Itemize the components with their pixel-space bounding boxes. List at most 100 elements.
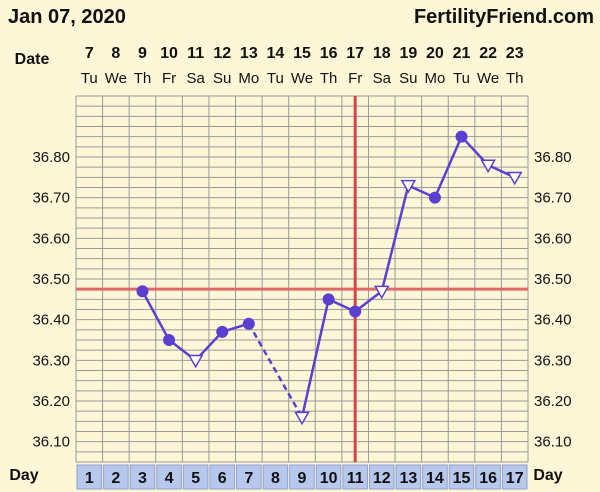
cycle-day-cell: [103, 464, 129, 490]
temp-point-circle: [136, 285, 149, 298]
cycle-day-label: 16: [479, 470, 497, 487]
cycle-day-cell: [368, 464, 395, 490]
temp-point-triangle: [400, 179, 417, 194]
weekday-label: Su: [213, 70, 231, 87]
date-label: 10: [160, 45, 178, 62]
weekday-label: Fr: [348, 70, 362, 87]
cycle-day-label: 15: [453, 470, 471, 487]
y-tick-label-right: 36.30: [534, 352, 572, 369]
cycle-day-cell: [448, 464, 475, 490]
y-tick-label-right: 36.60: [534, 230, 572, 247]
date-label: 9: [138, 45, 147, 62]
date-label: 12: [213, 45, 231, 62]
temp-point-circle: [428, 191, 441, 204]
cycle-day-cell: [76, 464, 103, 490]
date-label: 18: [373, 45, 391, 62]
cycle-day-label: 14: [426, 470, 444, 487]
temp-point-circle: [242, 317, 255, 330]
weekday-label: Th: [134, 70, 152, 87]
temp-point-triangle: [294, 411, 310, 426]
cycle-day-cell: [209, 464, 236, 490]
temp-point-circle: [322, 293, 335, 306]
cycle-day-cell: [236, 464, 262, 490]
y-tick-label-right: 36.70: [534, 190, 572, 207]
y-tick-label-left: 36.30: [32, 352, 70, 369]
temp-line-segment: [380, 185, 410, 292]
cycle-day-cell: [156, 464, 182, 490]
temp-point-triangle: [480, 159, 496, 174]
weekday-label: Fr: [162, 70, 176, 87]
weekday-label: Mo: [425, 70, 446, 87]
date-row-label: Date: [15, 51, 50, 68]
date-label: 14: [267, 45, 285, 62]
temp-point-triangle: [373, 285, 390, 300]
temp-line-segment: [141, 290, 171, 341]
weekday-label: Tu: [81, 70, 98, 87]
y-tick-label-left: 36.70: [32, 190, 70, 207]
date-label: 22: [479, 45, 497, 62]
temp-point-circle: [349, 305, 362, 318]
cycle-day-label: 8: [271, 470, 280, 487]
weekday-label: Sa: [186, 70, 205, 87]
chart-date: Jan 07, 2020: [8, 6, 126, 28]
cycle-day-label: 4: [165, 470, 174, 487]
temp-point-triangle: [187, 354, 204, 369]
cycle-day-cell: [422, 464, 448, 490]
weekday-label: Su: [399, 70, 417, 87]
weekday-label: Tu: [453, 70, 470, 87]
y-tick-label-right: 36.20: [534, 393, 572, 410]
cycle-day-label: 5: [191, 470, 200, 487]
weekday-label: Mo: [238, 70, 259, 87]
y-tick-label-left: 36.80: [32, 149, 70, 166]
day-row-label-right: Day: [533, 467, 562, 484]
cycle-day-label: 6: [218, 470, 227, 487]
date-label: 7: [85, 45, 94, 62]
cycle-day-cell: [315, 464, 342, 490]
temp-point-circle: [455, 130, 468, 143]
y-tick-label-right: 36.40: [534, 312, 572, 329]
cycle-day-label: 9: [298, 470, 307, 487]
temp-line-segment: [433, 136, 463, 199]
cycle-day-cell: [129, 464, 156, 490]
cycle-day-label: 13: [399, 470, 417, 487]
temp-line-segment-dashed: [247, 323, 304, 418]
date-label: 23: [506, 45, 524, 62]
cycle-day-label: 7: [244, 470, 253, 487]
cycle-day-cell: [262, 464, 289, 490]
temp-point-circle: [163, 334, 176, 346]
weekday-label: Th: [320, 70, 338, 87]
weekday-label: Tu: [267, 70, 284, 87]
y-tick-label-right: 36.80: [534, 149, 572, 166]
date-label: 8: [111, 45, 120, 62]
cycle-day-label: 3: [138, 470, 147, 487]
date-label: 13: [240, 45, 258, 62]
cycle-day-cell: [475, 464, 501, 490]
cycle-day-cell: [182, 464, 209, 490]
cycle-day-label: 11: [347, 470, 364, 487]
temp-line-segment: [300, 299, 330, 418]
y-tick-label-left: 36.10: [32, 434, 70, 451]
weekday-label: We: [291, 70, 313, 87]
weekday-label: Th: [506, 70, 524, 87]
temp-point-triangle: [506, 171, 523, 186]
site-brand: FertilityFriend.com: [413, 6, 594, 28]
y-tick-label-right: 36.50: [534, 271, 572, 288]
y-tick-label-left: 36.20: [32, 393, 70, 410]
day-row-label-left: Day: [9, 467, 38, 484]
y-tick-label-left: 36.50: [32, 271, 70, 288]
cycle-day-label: 12: [373, 470, 391, 487]
date-label: 19: [399, 45, 417, 62]
y-tick-label-left: 36.40: [32, 312, 70, 329]
weekday-label: Sa: [373, 70, 392, 87]
cycle-day-label: 17: [506, 470, 524, 487]
date-label: 11: [187, 45, 204, 62]
date-label: 17: [346, 45, 364, 62]
weekday-label: We: [105, 70, 127, 87]
y-tick-label-right: 36.10: [534, 434, 572, 451]
cycle-day-label: 2: [111, 470, 120, 487]
cycle-day-label: 1: [85, 470, 94, 487]
cycle-day-cell: [342, 464, 368, 490]
date-label: 21: [453, 45, 471, 62]
y-tick-label-left: 36.60: [32, 230, 70, 247]
